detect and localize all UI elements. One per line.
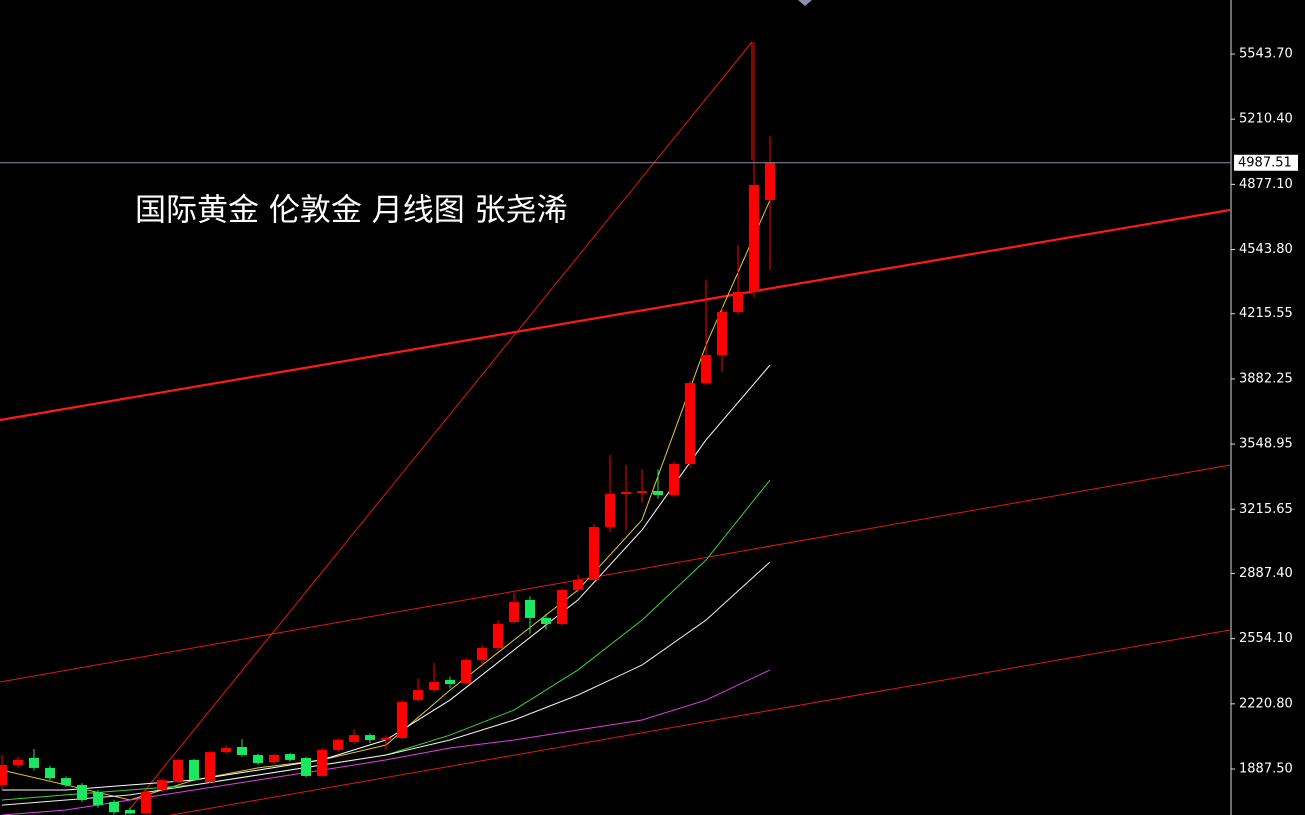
y-tick-label: 3882.25 <box>1239 371 1293 386</box>
candle-body <box>269 755 279 763</box>
candle-body <box>477 648 487 660</box>
candle-body <box>397 702 407 739</box>
candle-body <box>621 491 631 494</box>
candle-body <box>557 589 567 624</box>
candle-body <box>573 579 583 590</box>
candle-body <box>765 162 775 201</box>
candle-body <box>717 312 727 356</box>
candle-body <box>413 690 423 701</box>
candle-body <box>461 659 471 684</box>
current-price-box <box>1234 154 1298 171</box>
candle-body <box>221 747 231 753</box>
y-tick-label: 3548.95 <box>1239 437 1293 452</box>
candle-body <box>189 759 199 781</box>
candle-body <box>157 780 167 791</box>
candle-body <box>333 739 343 750</box>
trend-line <box>0 464 1231 683</box>
moving-average <box>1 199 771 801</box>
candle-body <box>589 526 599 580</box>
y-tick-label: 1887.50 <box>1239 762 1293 777</box>
candle-body <box>381 738 391 740</box>
candle-body <box>141 791 151 814</box>
candle-body <box>493 623 503 649</box>
y-tick-label: 4543.80 <box>1239 242 1293 257</box>
candle-body <box>109 801 119 813</box>
candle-body <box>93 791 103 806</box>
candle-body <box>61 778 71 785</box>
candle-body <box>445 679 455 685</box>
candle-body <box>285 754 295 760</box>
candle-body <box>701 355 711 384</box>
candle-body <box>253 755 263 764</box>
y-tick-label: 2554.10 <box>1239 631 1293 646</box>
candle-body <box>13 759 23 765</box>
y-tick-label: 3215.65 <box>1239 502 1293 517</box>
candle-body <box>349 735 359 742</box>
candle-body <box>365 735 375 740</box>
moving-average <box>1 479 771 801</box>
candle-body <box>205 752 215 783</box>
candle-body <box>685 383 695 465</box>
candle-body <box>125 809 135 814</box>
candle-body <box>429 682 439 691</box>
candle-body <box>173 759 183 783</box>
y-tick-label: 4877.10 <box>1239 177 1293 192</box>
y-tick-label: 4215.55 <box>1239 306 1293 321</box>
candle-body <box>237 747 247 756</box>
candle-body <box>317 749 327 776</box>
candle-body <box>669 464 679 495</box>
candle-body <box>637 491 647 493</box>
candle-body <box>77 784 87 801</box>
current-price-label: 4987.51 <box>1238 155 1292 170</box>
y-tick-label: 2220.80 <box>1239 696 1293 711</box>
candle-body <box>29 757 39 768</box>
y-tick-label: 5210.40 <box>1239 112 1293 127</box>
trend-line <box>124 41 753 815</box>
candle-body <box>525 599 535 618</box>
candle-body <box>653 491 663 495</box>
trend-line <box>0 208 1231 422</box>
moving-average <box>1 561 771 806</box>
y-tick-label: 2887.40 <box>1239 566 1293 581</box>
trend-line <box>168 629 1231 815</box>
y-tick-label: 5543.70 <box>1239 46 1293 61</box>
candle-body <box>605 493 615 527</box>
moving-average <box>1 669 771 815</box>
candle-body <box>45 767 55 779</box>
moving-average <box>2 364 771 791</box>
marker <box>798 0 812 6</box>
candle-body <box>301 757 311 776</box>
chart-title: 国际黄金 伦敦金 月线图 张尧浠 <box>135 193 568 229</box>
candle-body <box>733 291 743 313</box>
candle-body <box>509 602 519 623</box>
candle-body <box>0 764 7 785</box>
candle-body <box>541 617 551 624</box>
candle-body <box>749 184 759 292</box>
